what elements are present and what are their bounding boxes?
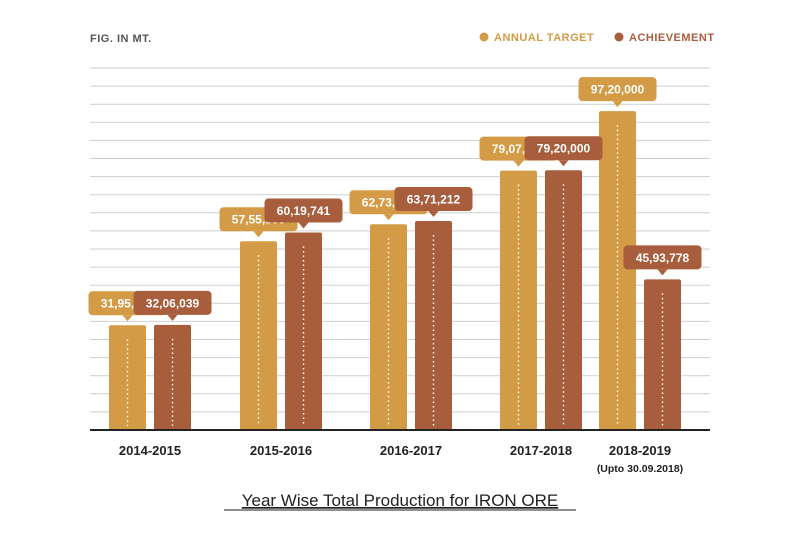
data-label-text: 97,20,000 (591, 83, 645, 97)
unit-label: FIG. IN MT. (90, 33, 152, 45)
x-tick-label: 2018-2019 (609, 443, 671, 458)
data-label: 60,19,741 (264, 198, 343, 229)
data-label: 63,71,212 (394, 187, 473, 218)
legend-label: ACHIEVEMENT (629, 32, 715, 44)
bar (370, 224, 407, 430)
data-label: 45,93,778 (623, 245, 702, 276)
data-label-pointer (383, 214, 394, 221)
x-tick-label: 2015-2016 (250, 443, 312, 458)
bar (240, 241, 277, 430)
data-label-pointer (298, 222, 309, 229)
bar (154, 324, 191, 430)
bar (644, 279, 681, 430)
legend-label: ANNUAL TARGET (494, 32, 594, 44)
data-labels: 31,95,20032,06,03957,55,50060,19,74162,7… (88, 77, 702, 322)
data-label-box (623, 245, 702, 270)
data-label-pointer (558, 160, 569, 167)
data-label: 32,06,039 (133, 290, 212, 321)
data-label-pointer (513, 160, 524, 167)
data-label-pointer (612, 101, 623, 108)
data-label: 79,20,000 (524, 136, 603, 167)
data-label-pointer (253, 231, 264, 238)
bar (545, 170, 582, 430)
data-label-text: 45,93,778 (636, 251, 690, 265)
data-label-box (133, 290, 212, 315)
data-label-pointer (122, 315, 133, 322)
data-label-box (264, 198, 343, 223)
data-label-pointer (428, 211, 439, 218)
bars (109, 111, 681, 431)
data-label-box (394, 187, 473, 212)
data-label-text: 60,19,741 (277, 204, 331, 218)
data-label-text: 63,71,212 (407, 193, 461, 207)
x-tick-label: 2014-2015 (119, 443, 181, 458)
bar (109, 325, 146, 430)
legend: ANNUAL TARGET ACHIEVEMENT (479, 32, 715, 44)
bar (500, 170, 537, 431)
chart-title: Year Wise Total Production for IRON ORE (242, 491, 559, 510)
x-tick-labels: 2014-2015 2015-2016 2016-2017 2017-2018 2018… (119, 443, 683, 475)
x-tick-label: 2017-2018 (510, 443, 572, 458)
data-label: 97,20,000 (578, 77, 657, 108)
bar (285, 232, 322, 430)
data-label-box (578, 77, 657, 102)
data-label-box (524, 136, 603, 161)
x-tick-label: 2016-2017 (380, 443, 442, 458)
legend-marker (479, 32, 489, 42)
data-label-pointer (167, 314, 178, 321)
x-tick-note: (Upto 30.09.2018) (597, 463, 683, 475)
data-label-pointer (657, 269, 668, 276)
data-label-text: 32,06,039 (146, 296, 200, 310)
data-label-text: 79,20,000 (537, 142, 591, 156)
legend-marker (614, 32, 624, 42)
